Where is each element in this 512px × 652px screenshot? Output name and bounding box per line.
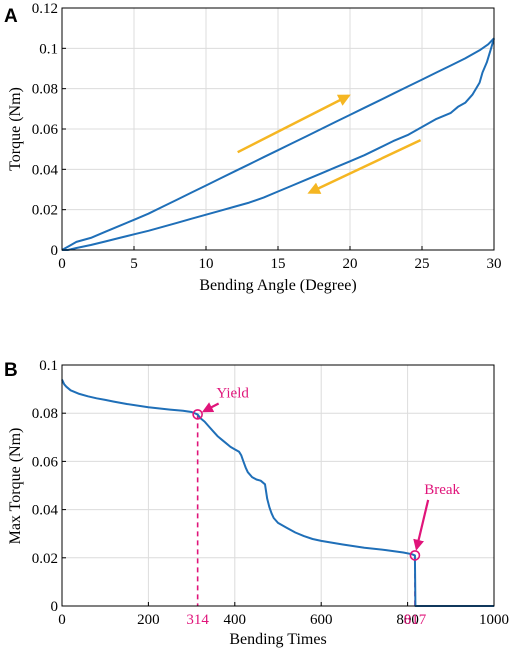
x-tick-label-b: 800: [396, 612, 419, 628]
highlight-tick-label-314: 314: [186, 612, 209, 628]
panel-label-a: A: [4, 6, 18, 27]
guides-group-b: [196, 414, 416, 606]
annotation-arrow-break: [413, 499, 430, 551]
x-ticks-a: 0 5 10 15 20 25 30: [58, 246, 502, 272]
x-tick-label-a: 25: [415, 256, 430, 272]
x-tick-label-a: 15: [271, 256, 286, 272]
y-tick-label-a: 0.12: [32, 1, 58, 17]
y-tick-label-a: 0: [51, 243, 59, 259]
y-tick-label-a: 0.08: [32, 82, 58, 98]
x-tick-label-b: 1000: [479, 612, 509, 628]
y-tick-label-a: 0.02: [32, 203, 58, 219]
chart-b: B Yield Break 0 200 400 600 800 1000 314 817 0 0.…: [4, 358, 509, 648]
x-tick-label-b: 0: [58, 612, 66, 628]
series-line-a-0: [61, 37, 495, 251]
y-tick-label-b: 0.04: [32, 503, 59, 519]
x-tick-label-b: 600: [310, 612, 333, 628]
x-axis-label-b: Bending Times: [229, 631, 326, 648]
plot-frame-b: [61, 364, 495, 607]
y-ticks-a: 0 0.02 0.04 0.06 0.08 0.1 0.12: [32, 1, 66, 259]
annotation-label-break: Break: [424, 482, 460, 498]
series-line-a-1: [62, 38, 495, 251]
annotations-group-b: Yield Break: [192, 386, 461, 561]
x-tick-label-a: 20: [343, 256, 358, 272]
arrows-group-a: [237, 94, 422, 194]
x-tick-label-a: 0: [58, 256, 66, 272]
x-tick-label-a: 10: [199, 256, 214, 272]
y-tick-label-b: 0.06: [32, 454, 59, 470]
panel-label-b: B: [4, 360, 18, 381]
x-tick-label-a: 30: [487, 256, 502, 272]
chart-a: A 0 5 10 15 20 25 30 00.020.040.060.080.10.12 …: [4, 1, 502, 294]
x-axis-label-a: Bending Angle (Degree): [199, 277, 356, 294]
marker-circle-yield: [192, 409, 203, 420]
y-tick-label-a: 0.1: [39, 41, 58, 57]
y-tick-label-b: 0: [51, 599, 59, 615]
grid-a: [62, 8, 494, 250]
y-tick-label-b: 0.1: [39, 358, 58, 374]
y-tick-label-a: 0.06: [32, 122, 59, 138]
y-tick-label-b: 0.08: [32, 406, 58, 422]
x-tick-label-b: 200: [137, 612, 160, 628]
marker-circle-break: [409, 550, 421, 561]
annotation-label-yield: Yield: [216, 386, 249, 402]
x-tick-label-a: 5: [130, 256, 138, 272]
x-ticks-b: 0 200 400 600 800 1000 314 817: [58, 602, 509, 628]
y-ticks-b: 0 0.02 0.04 0.06 0.08 0.1: [32, 358, 66, 615]
y-axis-label-a: Torque (Nm): [7, 87, 24, 171]
y-axis-label-b: Max Torque (Nm): [7, 428, 24, 545]
direction-arrow-1: [307, 138, 422, 194]
grid-b: [62, 365, 494, 606]
highlight-tick-label-817: 817: [404, 612, 427, 628]
x-tick-label-b: 400: [224, 612, 247, 628]
series-group-b: [61, 379, 494, 607]
y-tick-label-b: 0.02: [32, 551, 58, 567]
series-line-b-0: [61, 379, 494, 607]
y-tick-label-a: 0.04: [32, 162, 59, 178]
direction-arrow-0: [237, 94, 351, 154]
annotation-arrow-yield: [201, 402, 220, 413]
series-group-a: [61, 37, 495, 251]
